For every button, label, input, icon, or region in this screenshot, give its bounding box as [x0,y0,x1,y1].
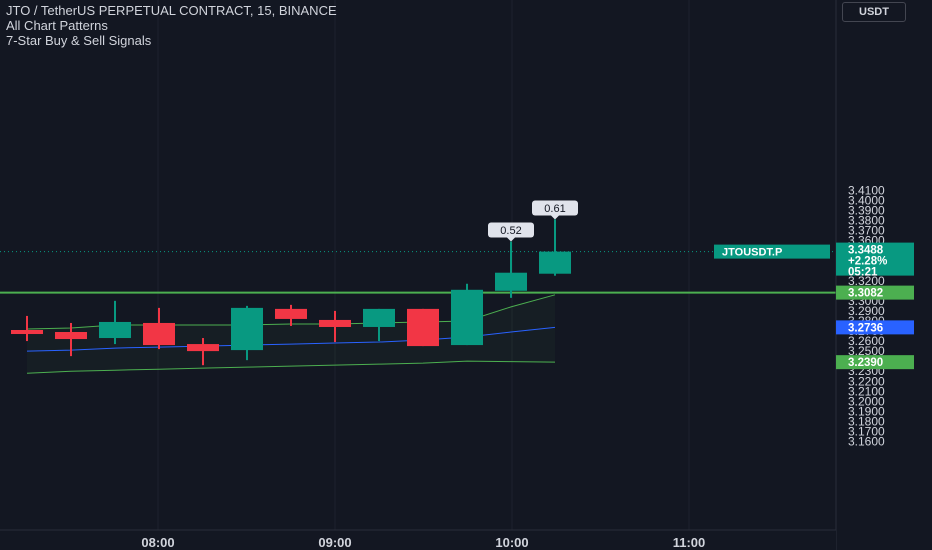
price-tick-label: 3.2900 [848,304,885,318]
price-tick-label: 3.1700 [848,425,885,439]
candle-body[interactable] [451,289,483,346]
lower-band-line [26,360,556,374]
chart-title: JTO / TetherUS PERPETUAL CONTRACT, 15, B… [6,3,337,18]
price-labels: 3.3488+2.28%05:21 3.3082 3.2736 3.2390 JTOUS… [714,242,914,370]
price-tick-label: 3.2600 [848,334,885,348]
price-tick-label: 3.4100 [848,183,885,197]
symbol-tag [714,244,830,259]
price-tick-label: 3.4000 [848,193,885,207]
callouts: 0.52 0.61 [488,200,578,242]
callout-label: 0.52 [500,225,521,237]
candle-body[interactable] [275,308,307,319]
chart-legend: JTO / TetherUS PERPETUAL CONTRACT, 15, B… [6,3,337,48]
candle-body[interactable] [187,344,219,352]
candle-body[interactable] [363,308,395,327]
price-tick-label: 3.3900 [848,203,885,217]
callout-pointer [507,237,515,242]
time-axis-background [0,530,836,550]
middle-price-tag-text: 3.2736 [848,322,883,334]
price-tick-label: 3.2500 [848,344,885,358]
callout-pointer [551,215,559,220]
time-tick-label: 09:00 [318,535,351,550]
grid-lines [157,0,690,530]
last-price-tag-text: 3.3488 [848,245,884,257]
price-tick-label: 3.3800 [848,213,885,227]
lower-price-tag-text: 3.2390 [848,357,883,369]
candle-body[interactable] [99,321,131,339]
price-tick-label: 3.2000 [848,394,885,408]
level-price-tag [836,285,914,300]
time-tick-label: 10:00 [495,535,528,550]
last-price-tag-text: +2.28% [848,256,887,268]
candle-body[interactable] [55,332,87,340]
price-tick-label: 3.3200 [848,274,885,288]
candle-body[interactable] [319,319,351,327]
price-tick-label: 3.1900 [848,404,885,418]
indicator-label-patterns[interactable]: All Chart Patterns [6,18,108,33]
lower-price-tag [836,355,914,370]
callout-box [532,200,578,216]
candle-body[interactable] [143,322,175,346]
middle-price-tag [836,320,914,335]
band-fill [27,294,555,374]
last-price-tag [836,242,914,276]
price-tick-label: 3.2100 [848,384,885,398]
level-price-tag-text: 3.3082 [848,288,883,300]
candles [11,219,571,366]
candle-body[interactable] [407,308,439,347]
price-tick-label: 3.1600 [848,435,885,449]
price-tick-label: 3.1800 [848,414,885,428]
price-tick-label: 3.2200 [848,374,885,388]
candle-body[interactable] [11,329,43,335]
last-price-tag-text: 05:21 [848,267,878,279]
time-axis[interactable]: 08:00 09:00 10:00 11:00 [0,529,836,550]
candle-body[interactable] [231,307,263,351]
price-tick-label: 3.3700 [848,224,885,238]
callout-label: 0.61 [544,203,565,215]
candle-body[interactable] [539,251,571,274]
time-tick-label: 11:00 [673,535,706,550]
time-tick-label: 08:00 [141,535,174,550]
symbol-tag-text: JTOUSDT.P [722,247,782,259]
callout-box [488,222,534,238]
indicator-label-signals[interactable]: 7-Star Buy & Sell Signals [6,33,152,48]
currency-button[interactable]: USDT [842,2,906,22]
band-area [27,294,555,374]
candle-body[interactable] [495,272,527,291]
